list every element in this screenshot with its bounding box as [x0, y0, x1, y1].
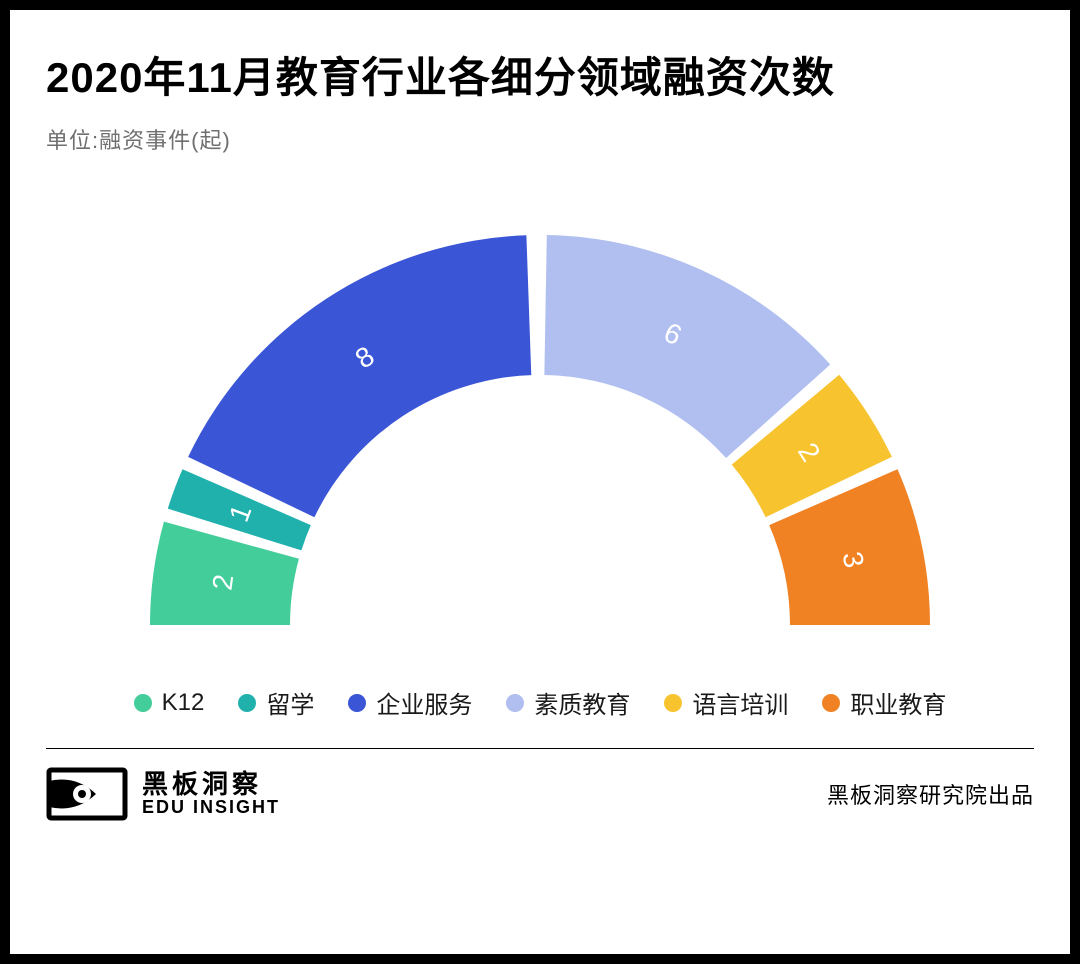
- legend-item: K12: [134, 685, 205, 720]
- legend: K12 留学 企业服务 素质教育 语言培训 职业教育: [46, 685, 1034, 720]
- divider: [46, 748, 1034, 749]
- footer: 黑板洞察 EDU INSIGHT 黑板洞察研究院出品: [46, 767, 1034, 821]
- semi-donut-chart: 218623: [100, 185, 980, 645]
- brand-name-en: EDU INSIGHT: [142, 798, 280, 817]
- donut-segment: [188, 235, 531, 517]
- brand: 黑板洞察 EDU INSIGHT: [46, 767, 280, 821]
- legend-item: 留学: [238, 685, 314, 720]
- chart-title: 2020年11月教育行业各细分领域融资次数: [46, 44, 1034, 105]
- legend-label: 留学: [266, 685, 314, 720]
- credit-text: 黑板洞察研究院出品: [827, 778, 1034, 810]
- legend-label: K12: [162, 689, 205, 717]
- legend-swatch: [822, 694, 840, 712]
- legend-swatch: [506, 694, 524, 712]
- legend-item: 素质教育: [506, 685, 630, 720]
- legend-swatch: [348, 694, 366, 712]
- legend-swatch: [238, 694, 256, 712]
- legend-item: 职业教育: [822, 685, 946, 720]
- legend-swatch: [134, 694, 152, 712]
- legend-label: 语言培训: [692, 685, 788, 720]
- card-frame: 2020年11月教育行业各细分领域融资次数 单位:融资事件(起) 218623 …: [0, 0, 1080, 964]
- brand-text: 黑板洞察 EDU INSIGHT: [142, 771, 280, 817]
- brand-name-cn: 黑板洞察: [142, 771, 280, 798]
- legend-item: 企业服务: [348, 685, 472, 720]
- card-inner: 2020年11月教育行业各细分领域融资次数 单位:融资事件(起) 218623 …: [10, 10, 1070, 954]
- chart-container: 218623: [46, 185, 1034, 645]
- legend-label: 素质教育: [534, 685, 630, 720]
- chart-subtitle: 单位:融资事件(起): [46, 123, 1034, 155]
- legend-swatch: [664, 694, 682, 712]
- legend-label: 职业教育: [850, 685, 946, 720]
- brand-logo-icon: [46, 767, 128, 821]
- legend-label: 企业服务: [376, 685, 472, 720]
- legend-item: 语言培训: [664, 685, 788, 720]
